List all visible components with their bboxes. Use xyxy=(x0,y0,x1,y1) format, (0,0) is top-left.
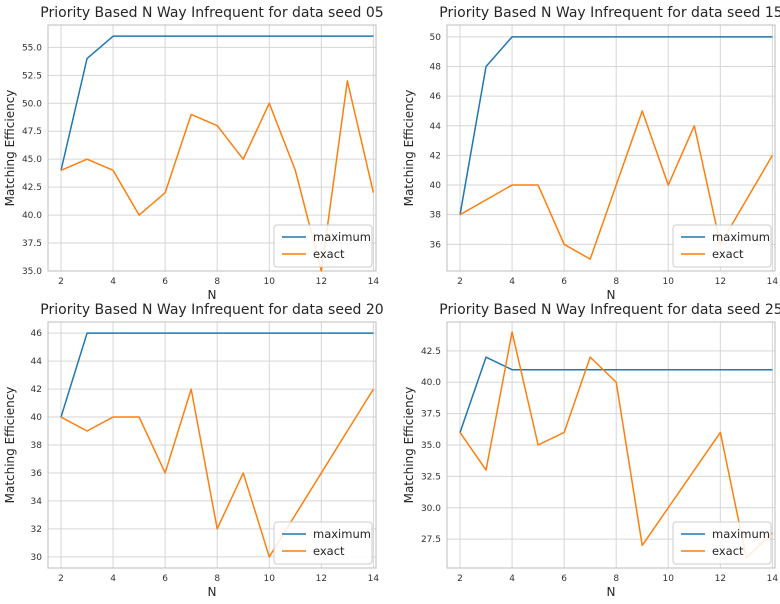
y-axis-label: Matching Efficiency xyxy=(3,90,17,207)
chart-title: Priority Based N Way Infrequent for data… xyxy=(439,302,780,318)
y-tick-label: 42 xyxy=(31,385,42,395)
y-tick-label: 38 xyxy=(430,211,442,221)
x-tick-label: 14 xyxy=(767,574,779,584)
y-axis-label: Matching Efficiency xyxy=(3,387,17,504)
y-tick-label: 30 xyxy=(31,553,43,563)
x-tick-label: 6 xyxy=(162,277,168,287)
x-tick-label: 12 xyxy=(715,574,726,584)
legend-label-exact: exact xyxy=(712,544,744,558)
y-tick-label: 45.0 xyxy=(22,155,42,165)
y-tick-label: 37.5 xyxy=(22,239,42,249)
subplot-4: 2 4 6 8 10 12 14 27.5 30.0 32.5 35.0 37.5 40.0 42.5 Pr… xyxy=(402,302,780,599)
x-axis-label: N xyxy=(607,585,616,599)
x-tick-label: 14 xyxy=(368,277,380,287)
y-tick-label: 35.0 xyxy=(22,267,42,277)
y-tick-label: 37.5 xyxy=(421,410,441,420)
x-axis-label: N xyxy=(607,288,616,302)
y-tick-label: 40 xyxy=(430,181,442,191)
x-tick-label: 4 xyxy=(509,277,515,287)
chart-title: Priority Based N Way Infrequent for data… xyxy=(439,5,780,21)
y-tick-label: 36 xyxy=(31,469,43,479)
y-tick-label: 44 xyxy=(31,357,43,367)
x-tick-label: 14 xyxy=(767,277,779,287)
chart-title: Priority Based N Way Infrequent for data… xyxy=(40,302,383,318)
legend-label-maximum: maximum xyxy=(712,527,770,541)
y-tick-label: 40.0 xyxy=(421,378,441,388)
x-tick-label: 8 xyxy=(613,574,619,584)
y-tick-label: 55.0 xyxy=(22,43,42,53)
x-tick-label: 6 xyxy=(561,574,567,584)
legend-label-maximum: maximum xyxy=(313,230,371,244)
x-axis-label: N xyxy=(208,585,217,599)
y-tick-label: 42.5 xyxy=(22,183,42,193)
chart-title: Priority Based N Way Infrequent for data… xyxy=(40,5,383,21)
y-axis-label: Matching Efficiency xyxy=(402,387,416,504)
x-tick-label: 6 xyxy=(561,277,567,287)
y-tick-label: 32.5 xyxy=(421,472,441,482)
y-tick-label: 47.5 xyxy=(22,127,42,137)
x-tick-label: 4 xyxy=(110,574,116,584)
x-tick-label: 8 xyxy=(214,277,220,287)
x-tick-label: 2 xyxy=(58,277,64,287)
x-tick-label: 10 xyxy=(264,574,276,584)
legend: maximum exact xyxy=(274,522,372,564)
legend-label-exact: exact xyxy=(313,247,345,261)
y-tick-label: 42 xyxy=(430,151,441,161)
x-tick-label: 2 xyxy=(457,277,463,287)
y-tick-label: 52.5 xyxy=(22,71,42,81)
x-tick-label: 2 xyxy=(58,574,64,584)
x-tick-label: 4 xyxy=(110,277,116,287)
x-tick-label: 12 xyxy=(715,277,726,287)
x-tick-label: 12 xyxy=(316,574,327,584)
y-tick-label: 50 xyxy=(430,33,442,43)
x-tick-label: 6 xyxy=(162,574,168,584)
y-axis-label: Matching Efficiency xyxy=(402,90,416,207)
legend-label-exact: exact xyxy=(313,544,345,558)
y-tick-label: 48 xyxy=(430,62,442,72)
y-tick-label: 27.5 xyxy=(421,535,441,545)
x-tick-label: 14 xyxy=(368,574,380,584)
legend: maximum exact xyxy=(274,225,372,267)
x-tick-label: 12 xyxy=(316,277,327,287)
legend: maximum exact xyxy=(673,225,771,267)
x-tick-label: 10 xyxy=(663,277,675,287)
subplot-1: 2 4 6 8 10 12 14 35.0 37.5 40.0 42.5 45.0 47.5 50.0 52… xyxy=(3,5,384,302)
x-tick-label: 2 xyxy=(457,574,463,584)
y-tick-label: 50.0 xyxy=(22,99,42,109)
x-tick-label: 10 xyxy=(264,277,276,287)
y-tick-label: 30.0 xyxy=(421,504,441,514)
legend-label-exact: exact xyxy=(712,247,744,261)
x-axis-label: N xyxy=(208,288,217,302)
y-tick-label: 40 xyxy=(31,413,43,423)
y-tick-label: 38 xyxy=(31,441,43,451)
x-tick-label: 8 xyxy=(214,574,220,584)
y-tick-label: 42.5 xyxy=(421,347,441,357)
y-tick-label: 34 xyxy=(31,497,43,507)
x-tick-label: 10 xyxy=(663,574,675,584)
x-tick-label: 4 xyxy=(509,574,515,584)
legend-label-maximum: maximum xyxy=(313,527,371,541)
x-tick-label: 8 xyxy=(613,277,619,287)
y-tick-label: 46 xyxy=(430,92,442,102)
y-tick-label: 36 xyxy=(430,240,442,250)
y-tick-label: 46 xyxy=(31,329,43,339)
legend-label-maximum: maximum xyxy=(712,230,770,244)
legend: maximum exact xyxy=(673,522,771,564)
y-tick-label: 44 xyxy=(430,122,442,132)
y-tick-label: 40.0 xyxy=(22,211,42,221)
y-tick-label: 32 xyxy=(31,525,42,535)
y-tick-label: 35.0 xyxy=(421,441,441,451)
